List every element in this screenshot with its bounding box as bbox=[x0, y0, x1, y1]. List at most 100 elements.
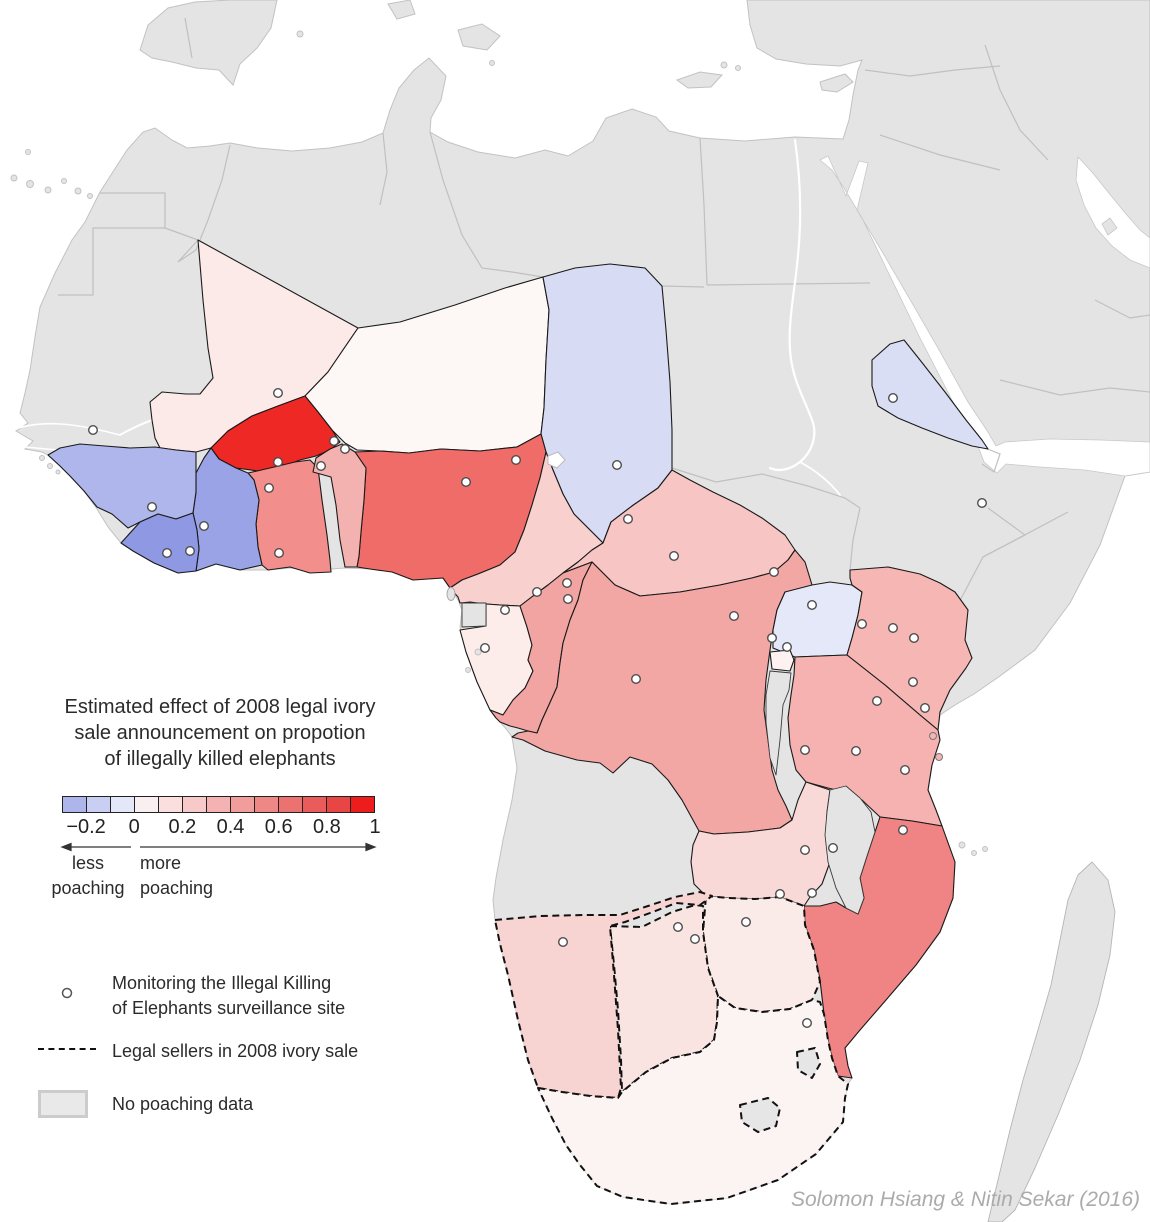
red-sea-gulf-of-aden bbox=[819, 155, 1150, 477]
principe-island bbox=[465, 667, 471, 673]
mike-site-marker bbox=[872, 696, 883, 707]
mike-site-marker bbox=[558, 937, 569, 948]
mike-site-marker bbox=[461, 477, 472, 488]
poaching-direction-arrows bbox=[60, 842, 377, 852]
mike-site-marker bbox=[500, 605, 511, 616]
country-madagascar bbox=[987, 861, 1116, 1222]
pemba-island bbox=[935, 753, 943, 761]
canary-island bbox=[44, 186, 52, 194]
mike-site-marker bbox=[828, 843, 839, 854]
mike-site-marker bbox=[977, 498, 988, 509]
mike-site-marker bbox=[851, 746, 862, 757]
countries-with-data bbox=[47, 239, 1116, 1222]
iberia-landmass bbox=[139, 0, 278, 86]
country-zimbabwe bbox=[702, 895, 821, 1013]
color-scale-ticks: −0.2 0 0.2 0.4 0.6 0.8 1 bbox=[0, 816, 460, 840]
mike-site-marker bbox=[532, 587, 543, 598]
country-guinea bbox=[47, 443, 197, 529]
colorbar-cell bbox=[351, 797, 374, 812]
bijagos-island bbox=[55, 469, 61, 475]
mike-site-marker bbox=[690, 934, 701, 945]
colorbar-tick-label: 1 bbox=[369, 816, 381, 838]
mike-site-marker bbox=[669, 551, 680, 562]
bioko-island bbox=[446, 587, 456, 601]
colorbar-tick-label: −0.2 bbox=[66, 816, 106, 838]
blue-nile-river bbox=[799, 461, 841, 496]
mike-site-marker bbox=[612, 460, 623, 471]
mike-site-marker bbox=[888, 623, 899, 634]
colorbar-tick-label: 0.8 bbox=[312, 816, 341, 838]
country-swaziland bbox=[796, 1047, 821, 1079]
balearic-island bbox=[296, 30, 304, 38]
mike-site-marker bbox=[161, 548, 172, 559]
left-arrowhead-icon bbox=[60, 842, 72, 852]
canary-island bbox=[87, 193, 93, 199]
less-poaching-label: less poaching bbox=[51, 853, 125, 898]
country-burundi-region bbox=[765, 670, 792, 776]
color-scale-bar bbox=[62, 796, 375, 813]
canary-island bbox=[61, 178, 67, 184]
mike-site-marker bbox=[87, 425, 98, 436]
mike-site-marker bbox=[480, 643, 491, 654]
country-benin bbox=[312, 443, 367, 568]
no-data-legend-label: No poaching data bbox=[112, 1094, 254, 1114]
sardinia-island bbox=[387, 0, 416, 20]
legal-sellers-legend-label: Legal sellers in 2008 ivory sale bbox=[112, 1041, 359, 1061]
country-kenya bbox=[846, 566, 973, 731]
mike-site-marker bbox=[908, 677, 919, 688]
colorbar-cell bbox=[231, 797, 255, 812]
colorbar-cell bbox=[183, 797, 207, 812]
persian-gulf bbox=[1075, 156, 1150, 269]
mike-site-marker bbox=[909, 633, 920, 644]
attribution: Solomon Hsiang & Nitin Sekar (2016) bbox=[790, 1188, 1140, 1211]
colorbar-cell bbox=[111, 797, 135, 812]
mike-site-marker bbox=[340, 444, 351, 455]
mike-site-marker bbox=[184, 546, 195, 557]
mike-site-marker bbox=[273, 457, 284, 468]
colorbar-cell bbox=[159, 797, 183, 812]
colorbar-tick-label: 0.6 bbox=[264, 816, 293, 838]
country-namibia bbox=[494, 891, 713, 1099]
mike-site-marker bbox=[807, 600, 818, 611]
canary-island bbox=[26, 180, 34, 188]
cyprus-island bbox=[819, 73, 854, 93]
mike-site-marker bbox=[146, 502, 157, 513]
mike-site-marker bbox=[563, 594, 574, 605]
islands bbox=[10, 0, 988, 856]
country-lesotho bbox=[739, 1097, 781, 1133]
legend-title-line2: sale announcement on propotion bbox=[74, 722, 366, 744]
bijagos-island bbox=[39, 455, 45, 461]
aegean-island bbox=[735, 65, 741, 71]
colorbar-cell bbox=[303, 797, 327, 812]
more-poaching-label: more poaching bbox=[140, 853, 214, 898]
aegean-island bbox=[720, 61, 728, 69]
qatar-peninsula bbox=[1101, 217, 1118, 236]
country-zambia bbox=[690, 781, 831, 907]
comoros-island bbox=[982, 846, 988, 852]
mike-site-marker bbox=[775, 889, 786, 900]
canary-island bbox=[74, 187, 82, 195]
mike-site-marker bbox=[562, 578, 573, 589]
canary-island bbox=[10, 174, 18, 182]
country-rwanda bbox=[769, 649, 795, 672]
seas bbox=[819, 155, 1150, 477]
mike-site-marker bbox=[511, 455, 522, 466]
colorbar-tick-label: 0.4 bbox=[216, 816, 245, 838]
right-arrowhead-icon bbox=[365, 842, 377, 852]
mike-site-marker bbox=[769, 567, 780, 578]
sao-tome-island bbox=[474, 648, 482, 656]
legal-seller-countries bbox=[494, 891, 849, 1205]
legend-title: Estimated effect of 2008 legal ivory sal… bbox=[30, 694, 410, 772]
mike-site-marker bbox=[898, 825, 909, 836]
mike-site-marker bbox=[623, 514, 634, 525]
mike-site-marker bbox=[198, 521, 209, 532]
no-data-internal-borders bbox=[58, 17, 1150, 651]
comoros-island bbox=[958, 841, 966, 849]
colorbar-tick-label: 0 bbox=[128, 816, 140, 838]
mike-site-marker bbox=[920, 703, 931, 714]
legend-title-line3: of illegally killed elephants bbox=[104, 748, 336, 770]
mike-site-marker bbox=[729, 611, 740, 622]
no-data-legend-icon bbox=[38, 1090, 88, 1118]
